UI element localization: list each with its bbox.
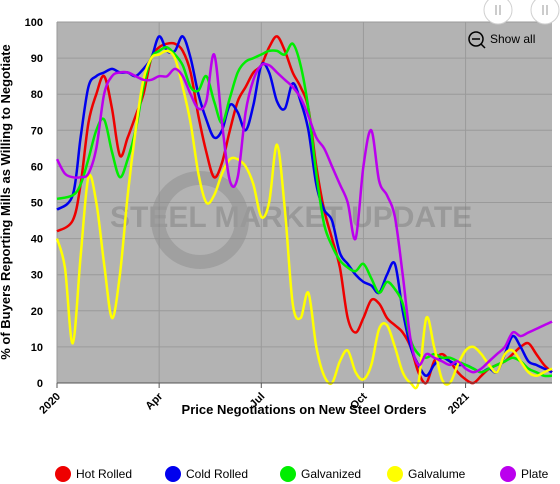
y-tick-label: 90 — [31, 53, 43, 65]
y-tick-label: 20 — [31, 306, 43, 318]
series-line-galvalume[interactable] — [55, 49, 553, 390]
legend-label: Galvalume — [408, 467, 466, 481]
y-tick-label: 70 — [31, 125, 43, 137]
range-handle-right[interactable] — [530, 0, 560, 25]
legend-label: Cold Rolled — [186, 467, 248, 481]
legend-item-hot-rolled[interactable]: Hot Rolled — [55, 466, 132, 482]
legend-item-plate[interactable]: Plate — [500, 466, 549, 482]
plot-area — [57, 0, 552, 383]
y-tick-label: 0 — [37, 378, 43, 390]
y-tick-label: 100 — [25, 17, 43, 29]
x-tick-label: Apr — [143, 390, 165, 412]
x-tick-label: 2021 — [446, 391, 472, 417]
show-all-button[interactable]: Show all — [468, 31, 535, 49]
legend-marker — [55, 466, 71, 482]
zoom-out-icon — [468, 31, 484, 47]
y-axis-ticks: 0 10 20 30 40 50 60 70 80 90 100 — [25, 17, 43, 390]
y-tick-label: 40 — [31, 234, 43, 246]
legend-label: Hot Rolled — [76, 467, 132, 481]
x-tick-label: 2020 — [37, 391, 63, 417]
y-tick-label: 60 — [31, 161, 43, 173]
gridlines — [56, 21, 552, 384]
series-line-galvanized[interactable] — [56, 42, 553, 378]
legend-item-galvalume[interactable]: Galvalume — [387, 466, 466, 482]
watermark-text: STEEL MARKET UPDATE — [110, 201, 472, 234]
series-line-plate[interactable] — [55, 53, 553, 374]
y-tick-label: 50 — [31, 198, 43, 210]
show-all-label: Show all — [490, 32, 535, 46]
legend-item-galvanized[interactable]: Galvanized — [280, 466, 361, 482]
legend-label: Galvanized — [301, 467, 361, 481]
y-tick-label: 80 — [31, 89, 43, 101]
legend-label: Plate — [521, 467, 549, 481]
x-axis-title: Price Negotiations on New Steel Orders — [182, 402, 427, 417]
y-axis-title: % of Buyers Reporting Mills as Willing t… — [0, 44, 13, 360]
range-handle-left[interactable] — [483, 0, 513, 25]
legend-item-cold-rolled[interactable]: Cold Rolled — [165, 466, 248, 482]
legend: Hot Rolled Cold Rolled Galvanized Galvalume… — [55, 466, 549, 482]
legend-marker — [387, 466, 403, 482]
legend-marker — [165, 466, 181, 482]
y-tick-label: 30 — [31, 270, 43, 282]
y-tick-label: 10 — [31, 342, 43, 354]
legend-marker — [280, 466, 296, 482]
legend-marker — [500, 466, 516, 482]
